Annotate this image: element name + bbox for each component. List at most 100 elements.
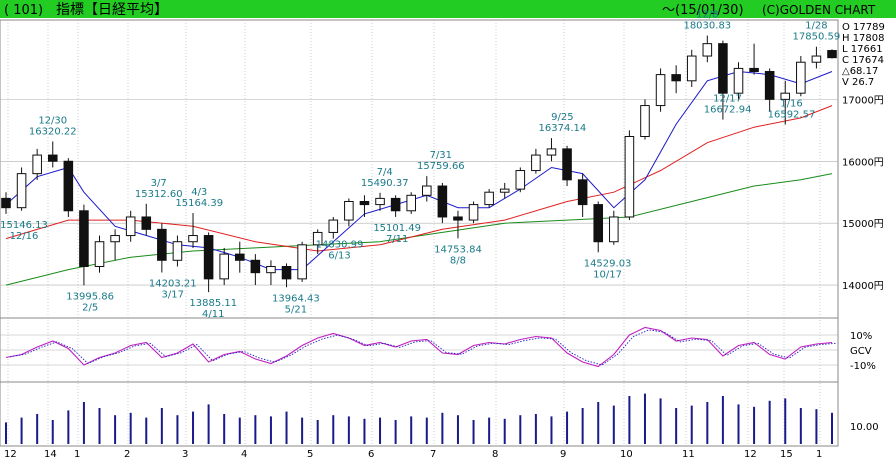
- volume-bar: [441, 412, 444, 444]
- annotation-label: 1/28: [805, 21, 827, 32]
- indicator-tick-label: 10%: [850, 331, 872, 342]
- candle-body: [172, 241, 183, 261]
- candle-body: [780, 92, 791, 100]
- volume-panel-frame: [0, 381, 839, 447]
- volume-bar: [799, 408, 802, 444]
- candle-body: [266, 265, 276, 274]
- period-label: ～(15/01/30): [662, 3, 744, 18]
- annotation-label: 5/21: [285, 304, 307, 315]
- annotation-label: 7/31: [430, 150, 452, 161]
- volume-bar: [581, 408, 584, 444]
- volume-bar: [145, 417, 148, 444]
- candle-body: [702, 43, 713, 57]
- annotation-label: 12/16: [10, 231, 39, 242]
- candle-body: [640, 105, 650, 138]
- volume-bars: [5, 393, 833, 444]
- volume-bar: [566, 411, 569, 444]
- change-value: △68.17: [842, 66, 878, 77]
- candle-body: [312, 231, 323, 246]
- annotation-label: 15312.60: [135, 189, 183, 200]
- month-tick-label: 15: [780, 449, 793, 460]
- annotation-label: 16672.94: [704, 105, 752, 116]
- annotation-label: 3/7: [151, 178, 167, 189]
- candle-body: [188, 235, 198, 243]
- annotation-label: 14753.84: [434, 244, 482, 255]
- month-tick-label: 8: [492, 449, 498, 460]
- volume-bar: [488, 417, 491, 444]
- volume-bar: [659, 398, 662, 444]
- volume-tick-label: 10.00: [850, 422, 879, 433]
- month-tick-label: 14: [44, 449, 57, 460]
- volume-bar: [519, 415, 522, 444]
- stock-name: 指標【日経平均】: [56, 2, 168, 18]
- candle-body: [406, 194, 416, 212]
- candle-body: [671, 74, 681, 82]
- candle-body: [515, 170, 526, 190]
- volume-bar: [36, 414, 39, 444]
- candle-body: [655, 74, 666, 107]
- candle-body: [281, 265, 292, 280]
- annotation-label: 15490.37: [361, 178, 409, 189]
- candle-body: [63, 160, 74, 212]
- candle-body: [203, 235, 214, 280]
- annotation-label: 13995.86: [66, 291, 114, 302]
- candle-body: [390, 197, 401, 212]
- candle-body: [1, 197, 11, 209]
- price-tick-label: 15000円: [842, 219, 884, 230]
- annotation-label: 16592.57: [768, 110, 816, 121]
- month-tick-label: 1: [74, 449, 80, 460]
- month-tick-label: 6: [368, 449, 374, 460]
- volume-bar: [347, 416, 350, 444]
- candle-body: [749, 67, 759, 73]
- annotation-label: 12/30: [38, 115, 67, 126]
- annotation-label: 14529.03: [584, 258, 632, 269]
- annotation-label: 9/25: [551, 112, 573, 123]
- month-tick-label: 4: [241, 449, 247, 460]
- volume-bar: [285, 411, 288, 444]
- volume-bar: [597, 402, 600, 444]
- volume-bar: [269, 416, 272, 444]
- month-tick-label: 3: [182, 449, 188, 460]
- annotation-label: 13885.11: [189, 298, 237, 309]
- candle-body: [484, 191, 494, 206]
- annotation-label: 7/4: [377, 167, 393, 178]
- month-tick-label: 10: [620, 449, 633, 460]
- volume-bar: [114, 415, 117, 444]
- indicator-tick-label: -10%: [850, 361, 876, 372]
- gcv-signal-line: [9, 329, 837, 366]
- volume-bar: [425, 417, 428, 444]
- volume-bar: [768, 400, 771, 444]
- volume-bar: [223, 414, 226, 444]
- annotation-label: 18030.83: [683, 21, 731, 32]
- month-tick-label: 11: [682, 449, 695, 460]
- annotation-label: 3/17: [162, 289, 184, 300]
- indicator-tick-label: GCV: [850, 346, 872, 357]
- candle-body: [359, 200, 370, 206]
- annotation-label: 15759.66: [417, 161, 465, 172]
- annotation-label: 15101.49: [373, 223, 421, 234]
- volume-bar: [675, 408, 678, 444]
- annotation-label: 15146.13: [0, 220, 48, 231]
- candle-body: [546, 148, 557, 156]
- annotation-label: 4/11: [202, 309, 224, 320]
- volume-bar: [784, 398, 787, 444]
- volume-bar: [456, 415, 459, 444]
- candle-body: [328, 219, 339, 233]
- volume-bar: [612, 405, 615, 444]
- volume-bar: [690, 405, 693, 444]
- header-background: [0, 0, 896, 18]
- candle-body: [157, 228, 167, 261]
- candle-body: [125, 216, 136, 237]
- candle-body: [686, 55, 697, 82]
- month-tick-label: 7: [430, 449, 436, 460]
- annotation-label: 15164.39: [175, 198, 223, 209]
- volume-bar: [831, 412, 833, 444]
- annotation-label: 4/3: [191, 187, 207, 198]
- month-tick-label: 1: [816, 449, 822, 460]
- volume-bar: [301, 417, 304, 444]
- open-value: O 17789: [842, 22, 885, 33]
- annotation-label: 6/13: [328, 251, 350, 262]
- candle-body: [250, 259, 261, 274]
